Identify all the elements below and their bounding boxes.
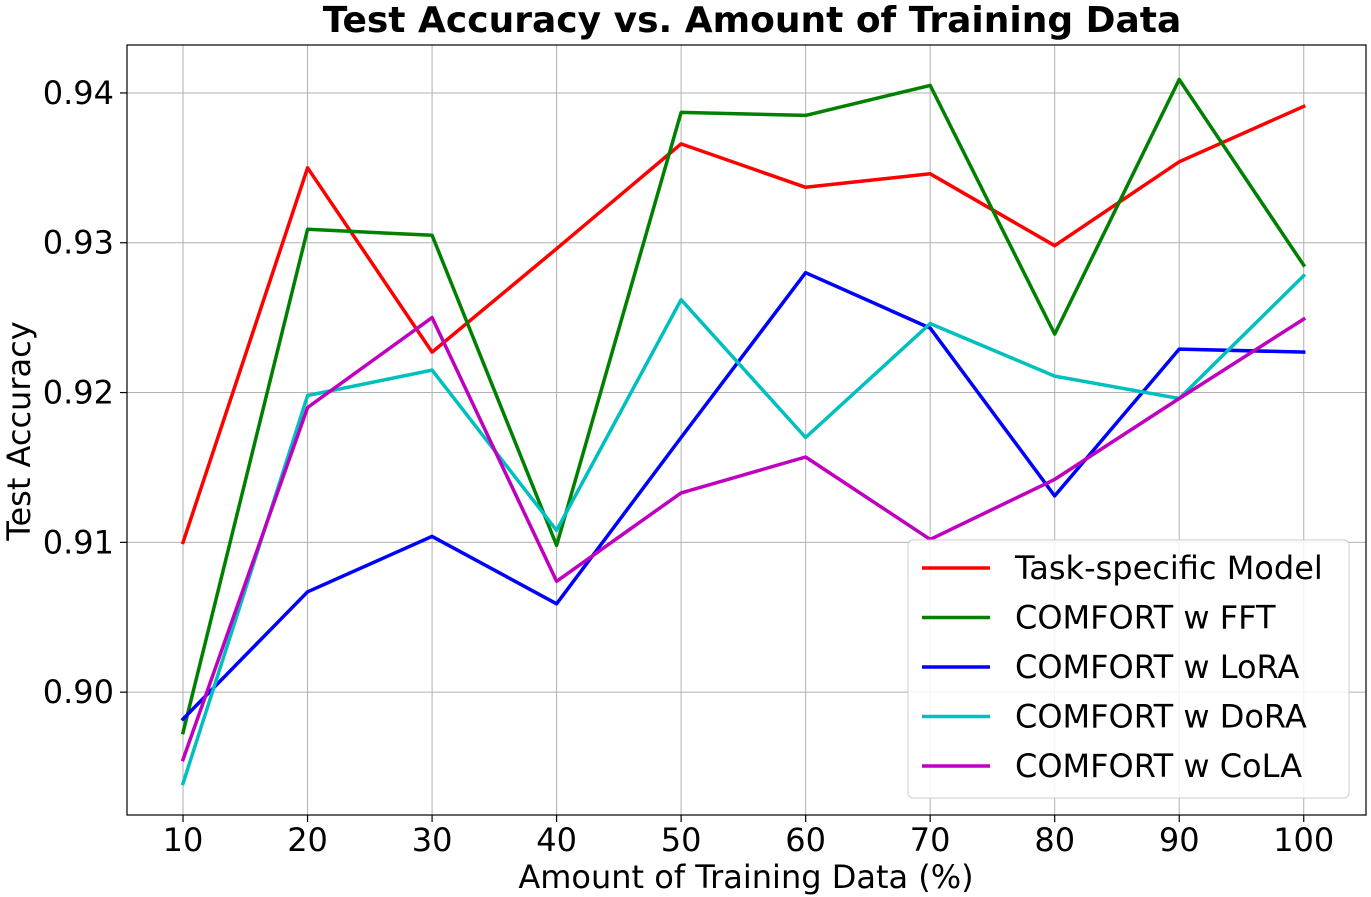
legend: Task-specific Model COMFORT w FFT COMFORT … [907, 539, 1350, 799]
y-tick-label: 0.91 [43, 523, 114, 561]
y-axis: 0.90 0.91 0.92 0.93 0.94 [43, 74, 127, 711]
x-tick-label: 30 [412, 821, 453, 859]
legend-box [907, 539, 1350, 799]
plot-frame [126, 44, 1367, 816]
legend-label: COMFORT w FFT [1015, 599, 1276, 637]
x-tick-label: 80 [1034, 821, 1075, 859]
y-axis-label: Test Accuracy [0, 321, 38, 541]
series-lines [180, 77, 1307, 786]
y-tick-label: 0.93 [43, 224, 114, 262]
legend-label: Task-specific Model [1014, 549, 1323, 587]
legend-label: COMFORT w LoRA [1015, 648, 1299, 686]
x-tick-label: 100 [1273, 821, 1334, 859]
chart-title: Test Accuracy vs. Amount of Training Dat… [323, 0, 1182, 41]
x-axis: 10 20 30 40 50 60 70 80 90 100 [163, 815, 1334, 859]
legend-label: COMFORT w DoRA [1015, 698, 1307, 736]
x-tick-label: 70 [910, 821, 951, 859]
series-line-comfort-w-cola [180, 315, 1307, 762]
series-line-comfort-w-dora [180, 273, 1307, 786]
grid [127, 45, 1366, 815]
legend-label: COMFORT w CoLA [1015, 747, 1302, 785]
y-tick-label: 0.90 [43, 673, 114, 711]
x-tick-label: 90 [1159, 821, 1200, 859]
y-tick-label: 0.92 [43, 374, 114, 412]
y-tick-label: 0.94 [43, 74, 114, 112]
x-axis-label: Amount of Training Data (%) [518, 858, 973, 896]
series-line-comfort-w-lora [180, 270, 1306, 722]
x-tick-label: 20 [287, 821, 328, 859]
x-tick-label: 10 [163, 821, 204, 859]
x-tick-label: 60 [785, 821, 826, 859]
series-line-comfort-w-fft [180, 77, 1307, 735]
x-tick-label: 40 [536, 821, 577, 859]
x-tick-label: 50 [661, 821, 702, 859]
